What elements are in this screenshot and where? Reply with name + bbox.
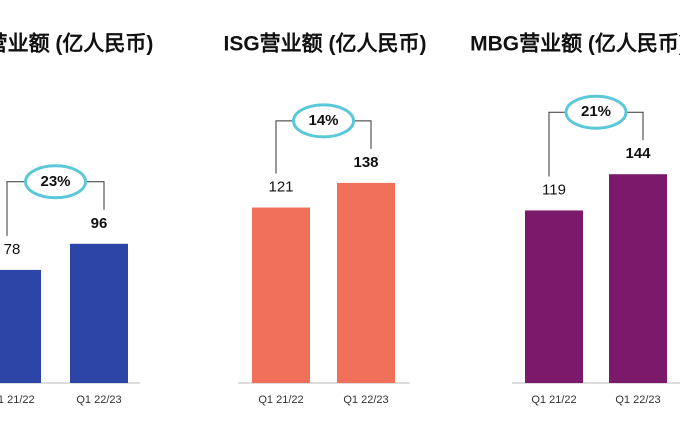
growth-label: 21% [581,103,611,120]
growth-oval [564,94,628,130]
growth-oval [24,164,87,200]
bar [525,210,583,383]
x-tick-label: Q1 22/23 [343,394,388,406]
bar [0,269,41,383]
value-label: 121 [268,179,293,196]
value-label: 119 [542,181,566,198]
bar [252,207,310,383]
x-tick-label: Q1 22/23 [76,394,121,406]
bar [70,243,128,383]
bar [337,182,395,383]
chart-title: ISG营业额 (亿人民币) [224,32,427,56]
value-label: 144 [625,145,651,162]
value-label: 96 [91,215,108,232]
growth-oval [292,103,355,139]
bar [609,174,667,383]
x-tick-label: Q1 21/22 [0,394,35,406]
value-label: 138 [353,154,378,171]
x-tick-label: Q1 21/22 [258,394,303,406]
growth-label: 23% [40,173,70,190]
x-tick-label: Q1 22/23 [615,394,660,406]
x-tick-label: Q1 21/22 [531,394,576,406]
value-label: 78 [4,241,21,258]
growth-label: 14% [308,112,338,129]
chart-title: MBG营业额 (亿人民币) [470,32,680,56]
chart-title: 营业额 (亿人民币) [0,32,153,56]
